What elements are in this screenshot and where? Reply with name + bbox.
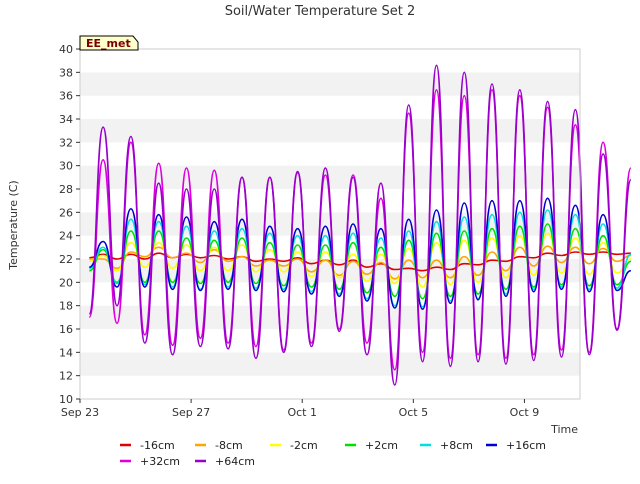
y-tick-label: 28 [59, 183, 73, 196]
y-tick-label: 40 [59, 43, 73, 56]
legend-item: +16cm [486, 439, 546, 452]
y-tick-label: 38 [59, 66, 73, 79]
y-tick-label: 18 [59, 300, 73, 313]
y-tick-label: 16 [59, 323, 73, 336]
legend-label: +2cm [365, 439, 398, 452]
y-tick-label: 32 [59, 136, 73, 149]
series-lines [88, 64, 632, 386]
legend-item: -16cm [120, 439, 175, 452]
grid-band [80, 352, 580, 376]
grid-band [80, 72, 580, 96]
y-tick-label: 14 [59, 346, 73, 359]
grid-band [80, 375, 580, 399]
grid-band [80, 49, 580, 73]
station-badge: EE_met [79, 35, 139, 51]
x-tick-label: Oct 9 [510, 406, 540, 419]
x-tick-label: Sep 23 [61, 406, 99, 419]
legend-item: +2cm [345, 439, 398, 452]
y-tick-label: 34 [59, 113, 73, 126]
legend-label: -8cm [215, 439, 243, 452]
legend-label: -2cm [290, 439, 318, 452]
legend-label: -16cm [140, 439, 175, 452]
legend-label: +8cm [440, 439, 473, 452]
y-axis: 10 12 14 16 18 20 22 24 26 28 30 32 34 36 38 40 [59, 43, 80, 406]
legend-label: +64cm [215, 455, 255, 468]
grid-band [80, 329, 580, 353]
grid-band [80, 142, 580, 166]
y-tick-label: 20 [59, 276, 73, 289]
legend-item: +64cm [195, 455, 255, 468]
x-axis-label: Time [550, 423, 578, 436]
legend-label: +32cm [140, 455, 180, 468]
y-axis-label: Temperature (C) [7, 180, 20, 270]
y-tick-label: 12 [59, 370, 73, 383]
plot-border [79, 48, 581, 400]
grid-band [80, 212, 580, 236]
legend-label: +16cm [506, 439, 546, 452]
station-badge-label: EE_met [86, 37, 131, 50]
y-tick-label: 36 [59, 90, 73, 103]
chart-title: Soil/Water Temperature Set 2 [225, 4, 416, 19]
y-tick-label: 24 [59, 230, 73, 243]
x-tick-label: Oct 5 [399, 406, 429, 419]
x-tick-label: Sep 27 [172, 406, 210, 419]
legend-item: -8cm [195, 439, 243, 452]
grid-band [80, 305, 580, 329]
y-tick-label: 26 [59, 206, 73, 219]
legend-item: -2cm [270, 439, 318, 452]
x-axis: Sep 23 Sep 27 Oct 1 Oct 5 Oct 9 [61, 399, 539, 419]
grid-band [80, 165, 580, 189]
y-tick-label: 10 [59, 393, 73, 406]
legend-item: +32cm [120, 455, 180, 468]
legend: -16cm -8cm -2cm +2cm +8cm +16cm +32cm +64cm [120, 439, 546, 468]
y-tick-label: 22 [59, 253, 73, 266]
x-tick-label: Oct 1 [287, 406, 317, 419]
legend-item: +8cm [420, 439, 473, 452]
series-line-64cm [88, 64, 632, 386]
y-tick-label: 30 [59, 160, 73, 173]
grid-band [80, 119, 580, 143]
grid-band [80, 95, 580, 119]
